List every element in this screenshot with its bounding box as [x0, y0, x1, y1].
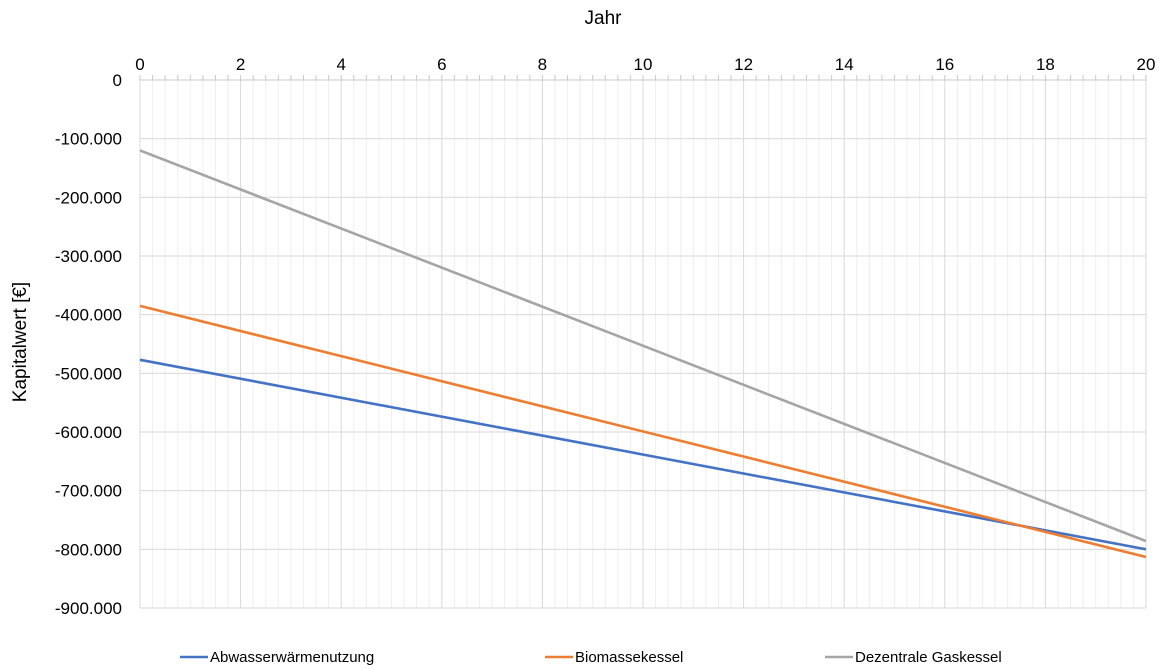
y-tick-label: -400.000 — [55, 306, 122, 325]
x-tick-label: 14 — [835, 55, 854, 74]
y-tick-labels: 0 -100.000 -200.000 -300.000 -400.000 -500.00… — [55, 71, 122, 618]
x-tick-label: 6 — [437, 55, 446, 74]
legend-item-3: Dezentrale Gaskessel — [825, 649, 1002, 666]
legend-item-1: Abwasserwärmenutzung — [180, 649, 374, 666]
x-tick-label: 12 — [734, 55, 753, 74]
series-line-1 — [139, 358, 1147, 551]
y-tick-label: -300.000 — [55, 247, 122, 266]
y-tick-label: -700.000 — [55, 482, 122, 501]
x-tick-label: 0 — [135, 55, 144, 74]
y-tick-label: -500.000 — [55, 364, 122, 383]
x-tick-label: 20 — [1137, 55, 1156, 74]
y-axis-title: Kapitalwert [€] — [10, 282, 31, 402]
x-axis-title: Jahr — [585, 8, 623, 29]
legend-label: Abwasserwärmenutzung — [210, 649, 374, 666]
y-tick-label: -600.000 — [55, 423, 122, 442]
legend-label: Biomassekessel — [575, 649, 683, 666]
legend-label: Dezentrale Gaskessel — [855, 649, 1002, 666]
x-tick-label: 4 — [336, 55, 345, 74]
x-tick-labels: 0 2 4 6 8 10 12 14 16 18 20 — [135, 55, 1155, 74]
y-tick-label: -900.000 — [55, 599, 122, 618]
y-tick-label: -200.000 — [55, 188, 122, 207]
y-tick-label: -100.000 — [55, 130, 122, 149]
y-tick-label: -800.000 — [55, 540, 122, 559]
x-tick-label: 10 — [634, 55, 653, 74]
legend-item-2: Biomassekessel — [545, 649, 683, 666]
grid — [139, 75, 1147, 609]
x-tick-label: 2 — [236, 55, 245, 74]
x-tick-label: 8 — [538, 55, 547, 74]
legend: Abwasserwärmenutzung Biomassekessel Dezent… — [180, 649, 1002, 666]
series-line-2 — [139, 304, 1147, 559]
series-line-3 — [139, 149, 1147, 543]
x-tick-label: 18 — [1036, 55, 1055, 74]
series-lines — [139, 149, 1147, 559]
y-tick-label: 0 — [113, 71, 122, 90]
x-tick-label: 16 — [935, 55, 954, 74]
